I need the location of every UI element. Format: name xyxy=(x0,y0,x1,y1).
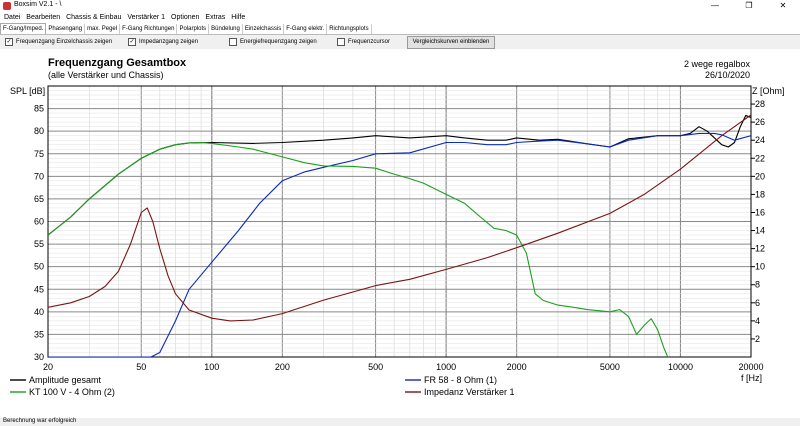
window-titlebar: Boxsim V2.1 - \ — ❐ ✕ xyxy=(0,0,800,12)
y2-tick-label: 20 xyxy=(755,171,765,181)
x-tick-label: 50 xyxy=(136,362,146,372)
y-tick-label: 30 xyxy=(34,352,44,362)
x-tick-label: 20000 xyxy=(738,362,763,372)
y2-tick-label: 4 xyxy=(755,316,760,326)
chart-legend: Amplitude gesamt FR 58 - 8 Ohm (1) KT 100 … xyxy=(10,375,515,397)
y2-tick-label: 10 xyxy=(755,262,765,272)
x-tick-label: 1000 xyxy=(436,362,456,372)
frequency-response-chart: Frequenzgang Gesamtbox (alle Verstärker … xyxy=(10,57,785,397)
checkbox-box[interactable] xyxy=(337,38,345,46)
legend-label: Impedanz Verstärker 1 xyxy=(424,387,515,397)
legend-label: FR 58 - 8 Ohm (1) xyxy=(424,375,497,385)
checkbox-label: Frequenzcursor xyxy=(348,39,391,45)
axis-ticks: 20 50 100 200 500 1000 2000 5000 10000 20000 30 35 4… xyxy=(34,99,765,372)
minimize-button[interactable]: — xyxy=(711,1,719,10)
checkbox-box[interactable]: ✓ xyxy=(128,38,136,46)
checkbox-energiefrequenzgang[interactable]: Energiefrequenzgang zeigen xyxy=(229,38,317,46)
y2-tick-label: 28 xyxy=(755,99,765,109)
x-tick-label: 2000 xyxy=(507,362,527,372)
x-tick-label: 20 xyxy=(43,362,53,372)
checkbox-frequenzcursor[interactable]: Frequenzcursor xyxy=(337,38,390,46)
y2-tick-label: 14 xyxy=(755,226,765,236)
x-axis-label: f [Hz] xyxy=(741,373,762,383)
window-title: Boxsim V2.1 - \ xyxy=(14,1,62,8)
checkbox-label: Impedanzgang zeigen xyxy=(139,39,199,45)
tab-fgang-richtungen[interactable]: F-Gang Richtungen xyxy=(120,24,178,34)
y2-axis-label: Z [Ohm] xyxy=(752,86,785,96)
maximize-button[interactable]: ❐ xyxy=(745,1,753,10)
y-tick-label: 65 xyxy=(34,194,44,204)
tab-richtungsplots[interactable]: Richtungsplots xyxy=(327,24,372,34)
y-tick-label: 50 xyxy=(34,262,44,272)
x-tick-label: 500 xyxy=(368,362,383,372)
compare-curves-button[interactable]: Vergleichskurven einblenden xyxy=(407,36,495,49)
checkbox-einzelchassis[interactable]: ✓ Frequenzgang Einzelchassis zeigen xyxy=(5,38,112,46)
tab-fgang-imped[interactable]: F-Gang/Imped. xyxy=(0,23,47,34)
app-icon xyxy=(3,2,11,10)
y2-tick-label: 18 xyxy=(755,189,765,199)
chart-series xyxy=(48,114,751,357)
legend-label: Amplitude gesamt xyxy=(29,375,102,385)
series-line xyxy=(48,141,669,357)
y2-tick-label: 16 xyxy=(755,207,765,217)
plot-frame xyxy=(47,85,752,358)
menu-datei[interactable]: Datei xyxy=(4,14,21,21)
status-text: Berechnung war erfolgreich xyxy=(3,418,77,424)
tab-max-pegel[interactable]: max. Pegel xyxy=(85,24,121,34)
x-tick-label: 10000 xyxy=(668,362,693,372)
series-line xyxy=(48,132,751,357)
checkbox-label: Energiefrequenzgang zeigen xyxy=(240,39,317,45)
chart-info-project: 2 wege regalbox xyxy=(684,59,751,69)
x-tick-label: 100 xyxy=(204,362,219,372)
menu-verstaerker-1[interactable]: Verstärker 1 xyxy=(127,14,166,21)
tab-buendelung[interactable]: Bündelung xyxy=(209,24,243,34)
menu-extras[interactable]: Extras xyxy=(205,14,226,21)
y-tick-label: 55 xyxy=(34,239,44,249)
y-tick-label: 60 xyxy=(34,217,44,227)
chart-subtitle: (alle Verstärker und Chassis) xyxy=(48,70,164,80)
menu-bar: Datei Bearbeiten Chassis & Einbau Verstä… xyxy=(0,12,800,23)
close-button[interactable]: ✕ xyxy=(779,1,787,10)
x-tick-label: 200 xyxy=(275,362,290,372)
y-tick-label: 70 xyxy=(34,171,44,181)
checkbox-impedanzgang[interactable]: ✓ Impedanzgang zeigen xyxy=(128,38,198,46)
y2-tick-label: 22 xyxy=(755,153,765,163)
series-line xyxy=(48,114,751,322)
tab-bar: F-Gang/Imped. Phasengang max. Pegel F-Gang … xyxy=(0,23,800,35)
chart-info-date: 26/10/2020 xyxy=(705,70,750,80)
tab-einzelchassis[interactable]: Einzelchassis xyxy=(243,24,285,34)
menu-hilfe[interactable]: Hilfe xyxy=(231,14,246,21)
chart-title: Frequenzgang Gesamtbox xyxy=(48,57,187,69)
menu-chassis-einbau[interactable]: Chassis & Einbau xyxy=(66,14,122,21)
y-axis-label: SPL [dB] xyxy=(10,86,45,96)
tab-fgang-elektr[interactable]: F-Gang elektr. xyxy=(284,24,328,34)
tab-phasengang[interactable]: Phasengang xyxy=(46,24,86,34)
y2-tick-label: 8 xyxy=(755,280,760,290)
y2-tick-label: 2 xyxy=(755,334,760,344)
checkbox-box[interactable]: ✓ xyxy=(5,38,13,46)
y2-tick-label: 24 xyxy=(755,135,765,145)
y-tick-label: 35 xyxy=(34,329,44,339)
x-tick-label: 5000 xyxy=(600,362,620,372)
menu-bearbeiten[interactable]: Bearbeiten xyxy=(26,14,61,21)
chart-grid xyxy=(47,85,752,358)
checkbox-box[interactable] xyxy=(229,38,237,46)
y2-tick-label: 26 xyxy=(755,117,765,127)
y2-tick-label: 6 xyxy=(755,298,760,308)
option-toolbar: ✓ Frequenzgang Einzelchassis zeigen ✓ Im… xyxy=(0,35,800,49)
menu-optionen[interactable]: Optionen xyxy=(171,14,200,21)
legend-label: KT 100 V - 4 Ohm (2) xyxy=(29,387,115,397)
checkbox-label: Frequenzgang Einzelchassis zeigen xyxy=(16,39,113,45)
y-tick-label: 45 xyxy=(34,284,44,294)
y-tick-label: 85 xyxy=(34,104,44,114)
y-tick-label: 40 xyxy=(34,307,44,317)
y2-tick-label: 12 xyxy=(755,244,765,254)
y-tick-label: 75 xyxy=(34,149,44,159)
tab-polarplots[interactable]: Polarplots xyxy=(177,24,210,34)
status-bar: Berechnung war erfolgreich xyxy=(0,418,800,426)
y-tick-label: 80 xyxy=(34,126,44,136)
